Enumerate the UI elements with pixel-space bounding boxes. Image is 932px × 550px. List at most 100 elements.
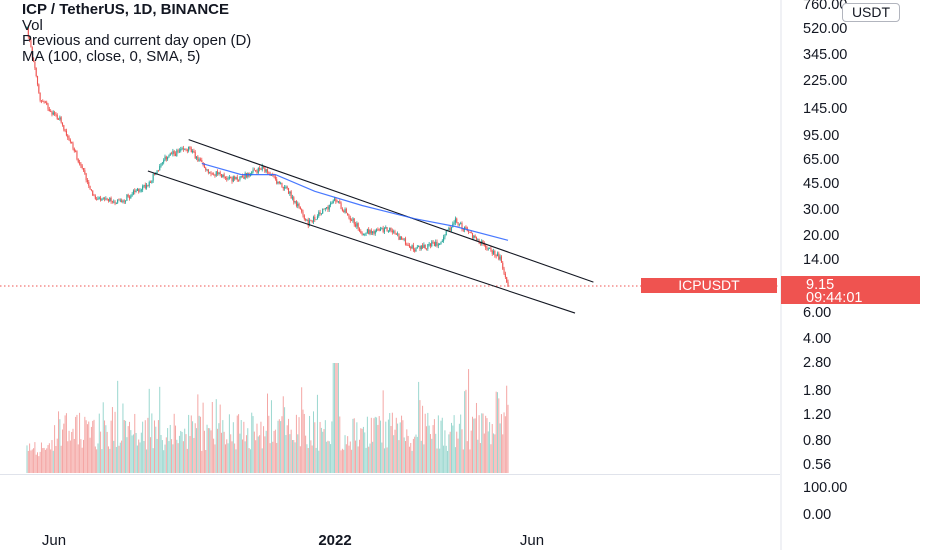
candle-body [73,148,75,152]
candle-body [449,227,451,231]
volume-bar [268,415,270,473]
time-axis[interactable]: Jun 2022 Jun [42,532,544,549]
volume-bar [86,424,88,473]
candle-body [210,172,212,174]
volume-bar [88,421,90,473]
volume-bar [125,420,127,473]
volume-bar [227,443,229,473]
legend-prev-day-open[interactable]: Previous and current day open (D) [22,32,252,49]
volume-bar [431,438,433,473]
candle-body [64,129,66,131]
candle-body [114,201,116,204]
volume-bar [219,404,221,473]
candle-body [475,237,478,241]
candle-body [343,210,345,213]
volume-bar [323,429,325,473]
volume-bar [176,439,178,473]
volume-bar [435,433,437,473]
candle-body [487,248,489,250]
volume-bar [420,440,422,473]
volume-bar [370,417,372,473]
candle-body [398,233,400,240]
volume-bar [294,442,296,473]
volume-bar [429,434,431,473]
candle-body [299,207,301,210]
candle-body [111,201,113,203]
volume-bar [326,441,328,473]
volume-bar [494,434,496,473]
volume-bar [391,412,393,473]
candle-body [268,172,270,174]
volume-bar [288,418,290,473]
candle-body [301,209,303,212]
volume-bar [289,434,291,473]
volume-bar [468,369,470,473]
volume-bar [40,442,42,473]
volume-bar [290,429,292,473]
volume-bar [387,419,389,473]
volume-bar [47,445,49,473]
volume-bar [452,425,454,473]
candle-body [444,235,446,238]
volume-bar [328,441,330,473]
volume-bar [131,435,133,473]
volume-bar [42,448,44,473]
candle-body [33,57,35,62]
volume-bar [432,425,434,473]
legend-title[interactable]: ICP / TetherUS, 1D, BINANCE [22,1,229,18]
candle-body [330,203,332,205]
volume-bar [427,412,429,473]
volume-bar [85,420,87,473]
candle-body [352,218,354,221]
volume-bar [209,428,211,473]
candle-body [119,200,121,202]
candle-body [266,169,269,173]
candle-body [294,201,296,203]
currency-selector[interactable]: USDT [842,3,900,22]
volume-bar [210,430,212,473]
bar-countdown: 09:44:01 [806,290,862,306]
candle-body [406,244,408,246]
candle-body [206,169,208,171]
legend-moving-average[interactable]: MA (100, close, 0, SMA, 5) [22,47,201,65]
candle-body [126,194,128,201]
volume-bar [232,422,234,473]
volume-bar [470,430,472,473]
volume-bar [352,418,354,473]
candle-body [161,162,163,164]
candle-body [251,172,253,175]
volume-bar [167,428,169,473]
volume-bar [374,416,376,473]
price-axis[interactable]: 760.00 520.00 345.00 225.00 145.00 95.00 65.00… [803,0,847,523]
volume-bar [163,450,165,473]
candle-body [364,233,366,235]
price-axis-label: 45.00 [803,176,839,192]
candle-body [312,216,315,222]
legend-volume[interactable]: Vol [22,16,43,34]
candle-body [38,84,40,93]
volume-bar [498,398,500,473]
candle-body [407,245,409,246]
candle-body [307,219,309,226]
volume-bar [368,446,370,473]
candle-body [477,239,479,241]
candle-body [318,212,320,217]
candle-body [348,215,350,218]
candle-body [418,246,420,248]
volume-bar [26,445,28,473]
volume-bar [203,430,205,473]
candle-body [135,190,137,192]
candle-body [278,181,280,183]
volume-bar [411,450,413,473]
price-axis-label: 145.00 [803,101,847,117]
candle-body [193,151,195,153]
volume-bar [450,422,452,473]
candle-body [34,61,36,69]
candle-body [424,244,426,249]
volume-bar [340,450,342,473]
candle-body [273,175,275,177]
volume-bar [426,426,428,473]
candle-body [293,197,295,203]
volume-bar [90,426,92,473]
